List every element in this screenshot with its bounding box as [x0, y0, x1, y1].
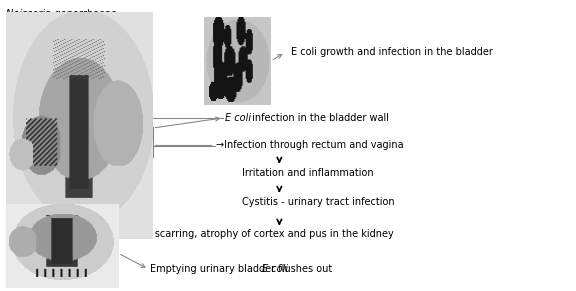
Text: Cystitis - urinary tract infection: Cystitis - urinary tract infection: [242, 197, 395, 207]
Text: Emptying urinary bladder flushes out: Emptying urinary bladder flushes out: [150, 264, 335, 274]
Text: infection uterine tubes, ovary: infection uterine tubes, ovary: [6, 32, 151, 42]
Text: E coli: E coli: [262, 264, 288, 274]
Text: E coli: E coli: [225, 113, 251, 123]
Text: →Infection through rectum and vagina: →Infection through rectum and vagina: [216, 141, 404, 150]
Text: E coli growth and infection in the bladder: E coli growth and infection in the bladd…: [291, 47, 492, 57]
Text: Neisseria gonorrhoeae: Neisseria gonorrhoeae: [6, 9, 116, 19]
Text: infection in the bladder wall: infection in the bladder wall: [249, 113, 389, 123]
Text: and uterus: and uterus: [6, 55, 59, 65]
Text: Irritation and inflammation: Irritation and inflammation: [242, 168, 374, 178]
Text: Pyelonephritis– inflammation, scarring, atrophy of cortex and pus in the kidney: Pyelonephritis– inflammation, scarring, …: [6, 229, 393, 239]
